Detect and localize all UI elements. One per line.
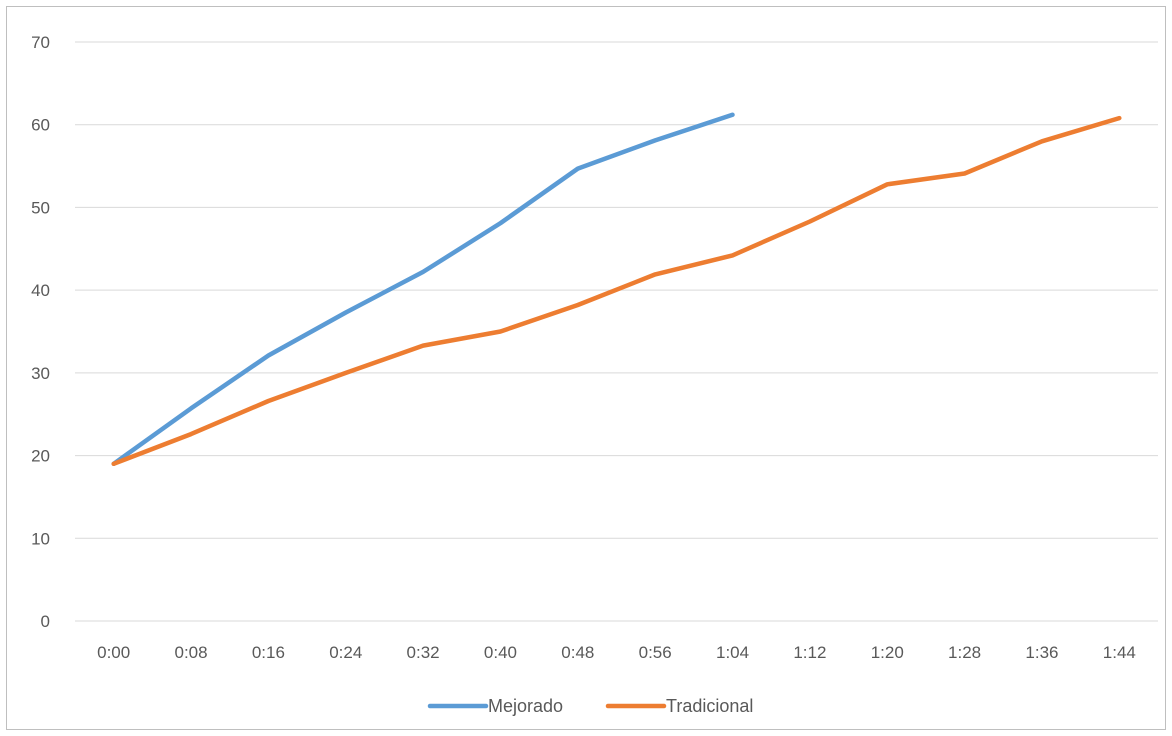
x-tick-label: 0:24 — [329, 643, 362, 662]
y-tick-label: 40 — [31, 281, 50, 300]
y-tick-label: 30 — [31, 364, 50, 383]
y-tick-label: 60 — [31, 116, 50, 135]
legend-label-mejorado: Mejorado — [488, 696, 563, 716]
y-tick-label: 50 — [31, 198, 50, 217]
y-axis-ticks: 0 10 20 30 40 50 60 70 — [31, 33, 50, 631]
x-tick-label: 1:20 — [871, 643, 904, 662]
y-tick-label: 70 — [31, 33, 50, 52]
x-tick-label: 0:16 — [252, 643, 285, 662]
x-tick-label: 1:12 — [793, 643, 826, 662]
x-axis-ticks: 0:00 0:08 0:16 0:24 0:32 0:40 0:48 0:56 1:04 1:12… — [97, 643, 1136, 662]
x-tick-label: 0:08 — [174, 643, 207, 662]
series-line-tradicional — [111, 115, 1122, 467]
series-lines — [111, 112, 1122, 467]
y-tick-label: 20 — [31, 447, 50, 466]
x-tick-label: 0:00 — [97, 643, 130, 662]
legend-label-tradicional: Tradicional — [666, 696, 753, 716]
x-tick-label: 1:36 — [1025, 643, 1058, 662]
x-tick-label: 1:28 — [948, 643, 981, 662]
gridlines — [75, 41, 1158, 622]
x-tick-label: 0:32 — [407, 643, 440, 662]
chart-frame — [6, 6, 1166, 730]
x-tick-label: 0:40 — [484, 643, 517, 662]
y-tick-label: 0 — [41, 612, 50, 631]
x-tick-label: 0:48 — [561, 643, 594, 662]
x-tick-label: 0:56 — [639, 643, 672, 662]
y-tick-label: 10 — [31, 529, 50, 548]
x-tick-label: 1:04 — [716, 643, 749, 662]
legend: Mejorado Tradicional — [427, 696, 753, 716]
series-line-mejorado — [111, 112, 735, 467]
x-tick-label: 1:44 — [1103, 643, 1136, 662]
